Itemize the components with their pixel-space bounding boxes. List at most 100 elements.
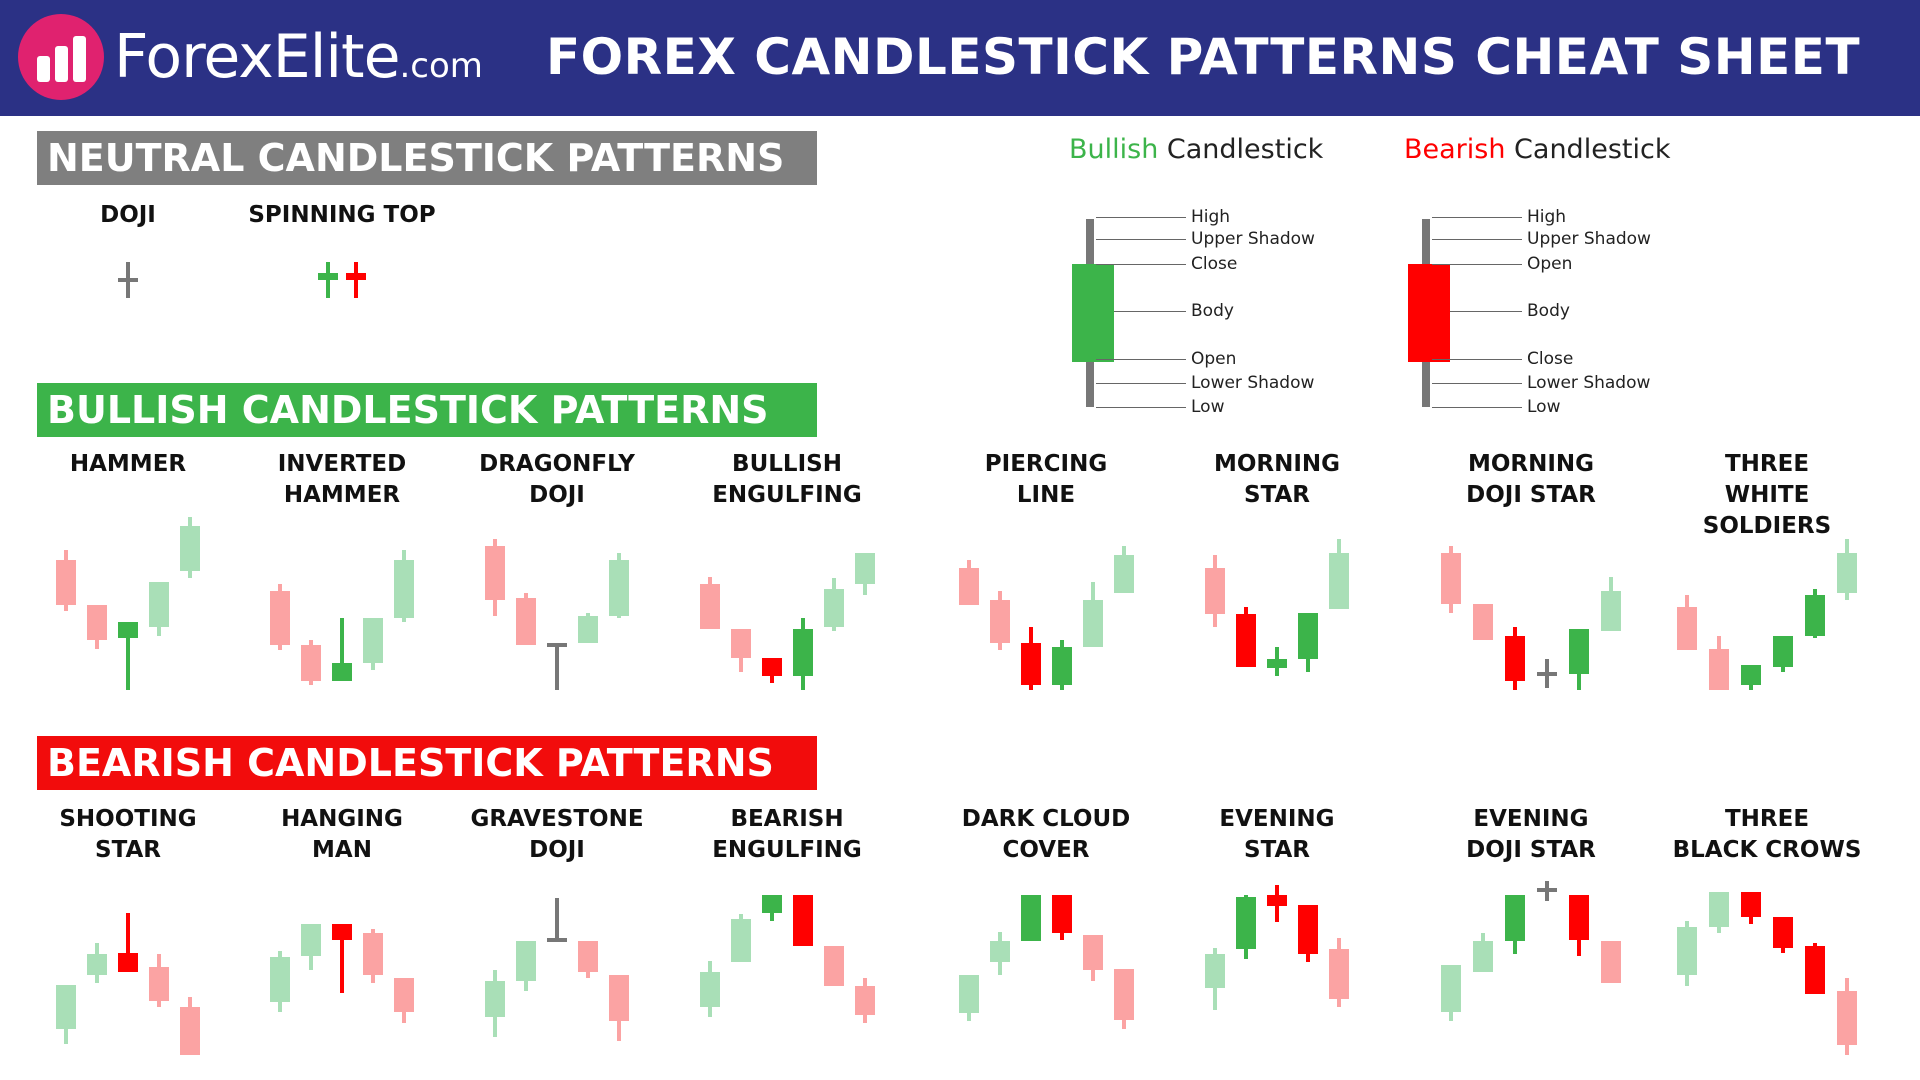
- candle-body: [363, 618, 383, 663]
- bullish-legend-kind: Bullish: [1069, 134, 1159, 165]
- legend-label-close: Close: [1191, 254, 1238, 274]
- candle-body: [118, 952, 138, 972]
- candle-body: [149, 582, 169, 627]
- hanging-man-label: HANGING MAN: [281, 806, 403, 863]
- bearish-section-title: BEARISH CANDLESTICK PATTERNS: [37, 736, 817, 790]
- bearish-legend-kind: Bearish: [1404, 134, 1506, 165]
- candle-body: [578, 616, 598, 644]
- dragonfly-doji-label: DRAGONFLY DOJI: [479, 451, 635, 508]
- candle-body: [854, 986, 875, 1015]
- candle-body: [792, 628, 813, 676]
- bullish-legend-word: Candlestick: [1158, 134, 1324, 165]
- legend-label-lower-shadow: Lower Shadow: [1191, 373, 1315, 393]
- candle-body: [1441, 965, 1461, 1012]
- candle-body: [989, 600, 1010, 644]
- header-bar: ForexElite.com FOREX CANDLESTICK PATTERN…: [0, 0, 1920, 116]
- candle-body: [1741, 891, 1761, 918]
- inverted-hammer-label: INVERTED HAMMER: [277, 451, 407, 508]
- candle-body: [730, 919, 751, 963]
- candle-body: [1298, 904, 1318, 955]
- candle-wick: [326, 262, 330, 298]
- legend-pointer-line: [1096, 383, 1186, 384]
- gravestone-doji-label: GRAVESTONE DOJI: [470, 806, 644, 863]
- legend-pointer-line: [1432, 239, 1522, 240]
- candle-wick: [555, 898, 559, 940]
- candle-body: [1741, 664, 1761, 685]
- legend-pointer-line: [1114, 311, 1186, 312]
- candle-wick: [126, 912, 130, 972]
- dark-cloud-cover-label: DARK CLOUD COVER: [961, 806, 1131, 863]
- legend-candle-body: [1072, 264, 1114, 362]
- legend-pointer-line: [1432, 264, 1522, 265]
- bullish-section-title: BULLISH CANDLESTICK PATTERNS: [37, 383, 817, 437]
- candle-body: [346, 272, 366, 280]
- legend-label-open: Open: [1527, 254, 1573, 274]
- candle-body: [332, 663, 352, 681]
- candle-body: [485, 981, 505, 1017]
- candle-body: [270, 957, 290, 1003]
- candle-body: [301, 923, 321, 956]
- candle-body: [1082, 935, 1103, 971]
- legend-label-low: Low: [1527, 397, 1561, 417]
- candle-body: [1709, 891, 1729, 927]
- candle-body: [516, 941, 536, 982]
- candle-body: [1298, 612, 1318, 660]
- candle-wick: [354, 262, 358, 298]
- candle-body: [516, 598, 536, 645]
- candle-body: [792, 895, 813, 947]
- candle-body: [394, 560, 414, 618]
- candle-body: [180, 1007, 200, 1055]
- brand-logo[interactable]: ForexElite.com: [114, 14, 483, 100]
- candle-body: [547, 937, 567, 942]
- candle-body: [609, 560, 629, 617]
- candle-body: [1537, 888, 1557, 893]
- evening-doji-star-label: EVENING DOJI STAR: [1466, 806, 1596, 863]
- candle-body: [1236, 614, 1256, 667]
- hammer-label: HAMMER: [69, 451, 187, 477]
- legend-label-upper-shadow: Upper Shadow: [1191, 229, 1315, 249]
- legend-pointer-line: [1096, 359, 1186, 360]
- neutral-section-title: NEUTRAL CANDLESTICK PATTERNS: [37, 131, 817, 185]
- candle-body: [332, 923, 352, 940]
- candle-body: [1569, 895, 1589, 940]
- candle-body: [761, 895, 782, 913]
- candle-body: [485, 546, 505, 600]
- legend-pointer-line: [1432, 217, 1522, 218]
- candle-body: [1805, 946, 1825, 995]
- bullish-legend-title: Bullish Candlestick: [1069, 134, 1323, 165]
- morning-star-label: MORNING STAR: [1213, 451, 1341, 508]
- candle-wick: [340, 618, 344, 681]
- brand-name: ForexElite: [114, 22, 400, 92]
- legend-label-lower-shadow: Lower Shadow: [1527, 373, 1651, 393]
- legend-pointer-line: [1432, 383, 1522, 384]
- legend-label-open: Open: [1191, 349, 1237, 369]
- candle-body: [87, 954, 107, 975]
- candle-body: [823, 946, 844, 987]
- candle-body: [1805, 594, 1825, 636]
- candle-body: [1236, 896, 1256, 950]
- candle-body: [318, 272, 338, 280]
- candle-body: [1051, 646, 1072, 685]
- legend-pointer-line: [1432, 407, 1522, 408]
- candle-body: [87, 605, 107, 640]
- legend-label-body: Body: [1191, 301, 1234, 321]
- candle-body: [1329, 553, 1349, 609]
- legend-label-high: High: [1527, 207, 1567, 227]
- candle-body: [1773, 636, 1793, 667]
- three-black-crows-label: THREE BLACK CROWS: [1672, 806, 1862, 863]
- legend-label-upper-shadow: Upper Shadow: [1527, 229, 1651, 249]
- legend-pointer-line: [1432, 359, 1522, 360]
- candle-body: [730, 628, 751, 658]
- legend-candle-body: [1408, 264, 1450, 362]
- candle-body: [1505, 895, 1525, 942]
- candle-body: [1082, 600, 1103, 647]
- evening-star-label: EVENING STAR: [1219, 806, 1335, 863]
- candle-body: [180, 526, 200, 572]
- candle-body: [1473, 941, 1493, 972]
- bullish-engulfing-label: BULLISH ENGULFING: [712, 451, 862, 508]
- candle-wick: [126, 621, 130, 690]
- page-title: FOREX CANDLESTICK PATTERNS CHEAT SHEET: [546, 28, 1861, 86]
- candle-body: [1601, 591, 1621, 631]
- candle-body: [1473, 603, 1493, 640]
- candle-body: [363, 933, 383, 975]
